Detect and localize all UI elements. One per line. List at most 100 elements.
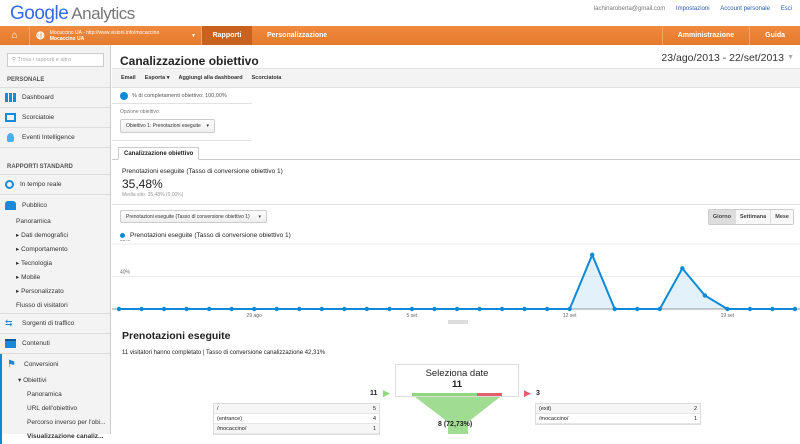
sub-goal-url[interactable]: URL dell'obiettivo bbox=[27, 405, 78, 412]
table-row[interactable]: (exit) 2 bbox=[536, 404, 700, 414]
goal-select[interactable]: Obiettivo 1: Prenotazioni eseguite ▾ bbox=[120, 119, 215, 133]
add-to-dashboard-button[interactable]: Aggiungi alla dashboard bbox=[178, 75, 243, 81]
tab-bar bbox=[112, 159, 800, 160]
sub-goal-funnel[interactable]: Visualizzazione canaliz... bbox=[27, 433, 104, 440]
people-icon bbox=[5, 200, 16, 210]
period-month-button[interactable]: Mese bbox=[770, 210, 793, 224]
chevron-down-icon: ▾ bbox=[206, 123, 209, 129]
label: Pubblico bbox=[22, 201, 47, 209]
metric-select-value: Prenotazioni eseguite (Tasso di conversi… bbox=[126, 213, 250, 220]
label: Contenuti bbox=[22, 340, 50, 347]
search-input[interactable]: ⚲ Trova i rapporti e altro bbox=[7, 53, 104, 67]
sidebar-item-intelligence[interactable]: Eventi Intelligence bbox=[0, 128, 110, 148]
label: Dashboard bbox=[22, 94, 54, 101]
period-toggle: Giorno Settimana Mese bbox=[707, 209, 794, 225]
funnel-continued: 8 (72,73%) bbox=[438, 421, 473, 428]
logo-google: Google bbox=[10, 3, 69, 24]
home-icon[interactable]: ⌂ bbox=[0, 26, 30, 45]
table-row[interactable]: /mocaccino/1 bbox=[536, 414, 700, 424]
label: In tempo reale bbox=[20, 181, 62, 188]
data-point bbox=[342, 306, 347, 312]
metric-select[interactable]: Prenotazioni eseguite (Tasso di conversi… bbox=[120, 210, 267, 223]
tab-amministrazione[interactable]: Amministrazione bbox=[661, 26, 749, 45]
sidebar-item-sorgenti[interactable]: ⇆ Sorgenti di traffico bbox=[0, 314, 110, 334]
data-point bbox=[590, 252, 595, 258]
table-row[interactable]: /5 bbox=[214, 404, 379, 414]
settings-link[interactable]: Impostazioni bbox=[675, 6, 710, 12]
tab-personalizzazione[interactable]: Personalizzazione bbox=[267, 32, 328, 39]
data-point bbox=[612, 306, 617, 312]
sub-goal-panoramica[interactable]: Panoramica bbox=[27, 391, 62, 398]
data-point bbox=[161, 306, 167, 312]
sidebar-item-realtime[interactable]: In tempo reale bbox=[0, 175, 110, 195]
sidebar-item-scorciatoie[interactable]: Scorciatoie bbox=[0, 108, 110, 128]
metric-site-average: Media sito: 35,48% (0,00%) bbox=[122, 192, 184, 198]
funnel-step[interactable]: Seleziona date 11 bbox=[395, 364, 519, 397]
data-point bbox=[409, 306, 415, 312]
date-range-picker[interactable]: 23/ago/2013 - 22/set/2013 bbox=[661, 52, 784, 64]
step-name: Seleziona date bbox=[425, 368, 489, 379]
label: Eventi Intelligence bbox=[22, 134, 75, 141]
logo-analytics: Analytics bbox=[71, 4, 135, 23]
shortcut-button[interactable]: Scorciatoia bbox=[251, 75, 282, 81]
period-week-button[interactable]: Settimana bbox=[734, 210, 771, 224]
realtime-icon bbox=[5, 180, 14, 189]
sidebar-item-conversioni[interactable]: ⚑ Conversioni bbox=[2, 354, 110, 374]
data-point bbox=[274, 306, 279, 312]
row-page: /mocaccino/ bbox=[217, 425, 247, 432]
conversions-group: ⚑ Conversioni ▾ Obiettivi Panoramica URL … bbox=[0, 354, 110, 444]
x-tick-label: 29 ago bbox=[247, 313, 263, 319]
tab-guida[interactable]: Guida bbox=[749, 26, 800, 45]
account-link[interactable]: Account personale bbox=[720, 6, 770, 12]
sub-flusso-visitatori[interactable]: Flusso di visitatori bbox=[0, 299, 110, 314]
data-point bbox=[477, 306, 482, 312]
table-row[interactable]: (entrance) 4 bbox=[214, 414, 379, 424]
chart-resize-handle[interactable] bbox=[448, 320, 468, 324]
exit-table: (exit) 2/mocaccino/1 bbox=[535, 403, 701, 425]
segment-completion[interactable]: % di completamenti obiettivo: 100,00% bbox=[120, 92, 227, 100]
table-row[interactable]: /mocaccino/1 bbox=[214, 424, 379, 434]
data-point bbox=[747, 306, 753, 312]
export-button[interactable]: Esporta ▾ bbox=[144, 75, 170, 81]
goal-option-label: Opzione obiettivo: bbox=[120, 109, 161, 115]
sub-obiettivi[interactable]: ▾ Obiettivi bbox=[18, 377, 47, 384]
google-analytics-logo[interactable]: Google Analytics bbox=[10, 3, 135, 25]
row-page: /mocaccino/ bbox=[539, 415, 569, 422]
email-button[interactable]: Email bbox=[121, 75, 136, 81]
continued-bar bbox=[412, 393, 478, 396]
sub-mobile[interactable]: ▸ Mobile bbox=[16, 274, 41, 281]
sub-comportamento[interactable]: ▸ Comportamento bbox=[16, 246, 68, 253]
sidebar-item-pubblico[interactable]: Pubblico bbox=[0, 195, 110, 215]
tab-rapporti[interactable]: Rapporti bbox=[202, 26, 252, 45]
data-point bbox=[252, 306, 257, 312]
logout-link[interactable]: Esci bbox=[780, 6, 792, 12]
data-point bbox=[567, 306, 572, 312]
row-count: 1 bbox=[372, 425, 376, 432]
divider bbox=[112, 140, 252, 141]
row-count: 2 bbox=[693, 405, 697, 412]
chevron-down-icon: ▾ bbox=[258, 213, 261, 220]
sub-dati-demografici[interactable]: ▸ Dati demografici bbox=[16, 232, 69, 239]
account-selector[interactable]: ◍ Mocaccino UA - http://www.visioni.info/… bbox=[30, 26, 202, 45]
data-point bbox=[432, 306, 437, 312]
sidebar-item-contenuti[interactable]: Contenuti bbox=[0, 334, 110, 354]
sub-panoramica[interactable]: Panoramica bbox=[16, 218, 51, 225]
sidebar-item-dashboard[interactable]: Dashboard bbox=[0, 88, 110, 108]
sub-goal-reverse-path[interactable]: Percorso inverso per l'obi... bbox=[27, 419, 106, 426]
top-links: lachinaroberta@gmail.com Impostazioni Ac… bbox=[585, 6, 792, 12]
funnel-title: Prenotazioni eseguite bbox=[122, 330, 231, 342]
period-day-button[interactable]: Giorno bbox=[708, 210, 735, 224]
sub-personalizzato[interactable]: ▸ Personalizzato bbox=[16, 288, 64, 295]
data-point bbox=[319, 306, 324, 312]
data-point bbox=[635, 306, 640, 312]
data-point bbox=[297, 306, 302, 312]
account-name: Mocaccino UA bbox=[49, 35, 85, 42]
entry-arrow-icon: ▶ bbox=[383, 388, 390, 398]
funnel-summary: 11 visitatori hanno completato | Tasso d… bbox=[122, 350, 326, 356]
sub-tecnologia[interactable]: ▸ Tecnologia bbox=[16, 260, 53, 267]
x-tick-label: 5 set bbox=[407, 313, 418, 319]
data-point bbox=[229, 306, 234, 312]
funnel-exits-count: 3 bbox=[536, 390, 540, 397]
tab-canalizzazione[interactable]: Canalizzazione obiettivo bbox=[118, 147, 200, 160]
chevron-down-icon[interactable]: ▼ bbox=[787, 54, 794, 61]
